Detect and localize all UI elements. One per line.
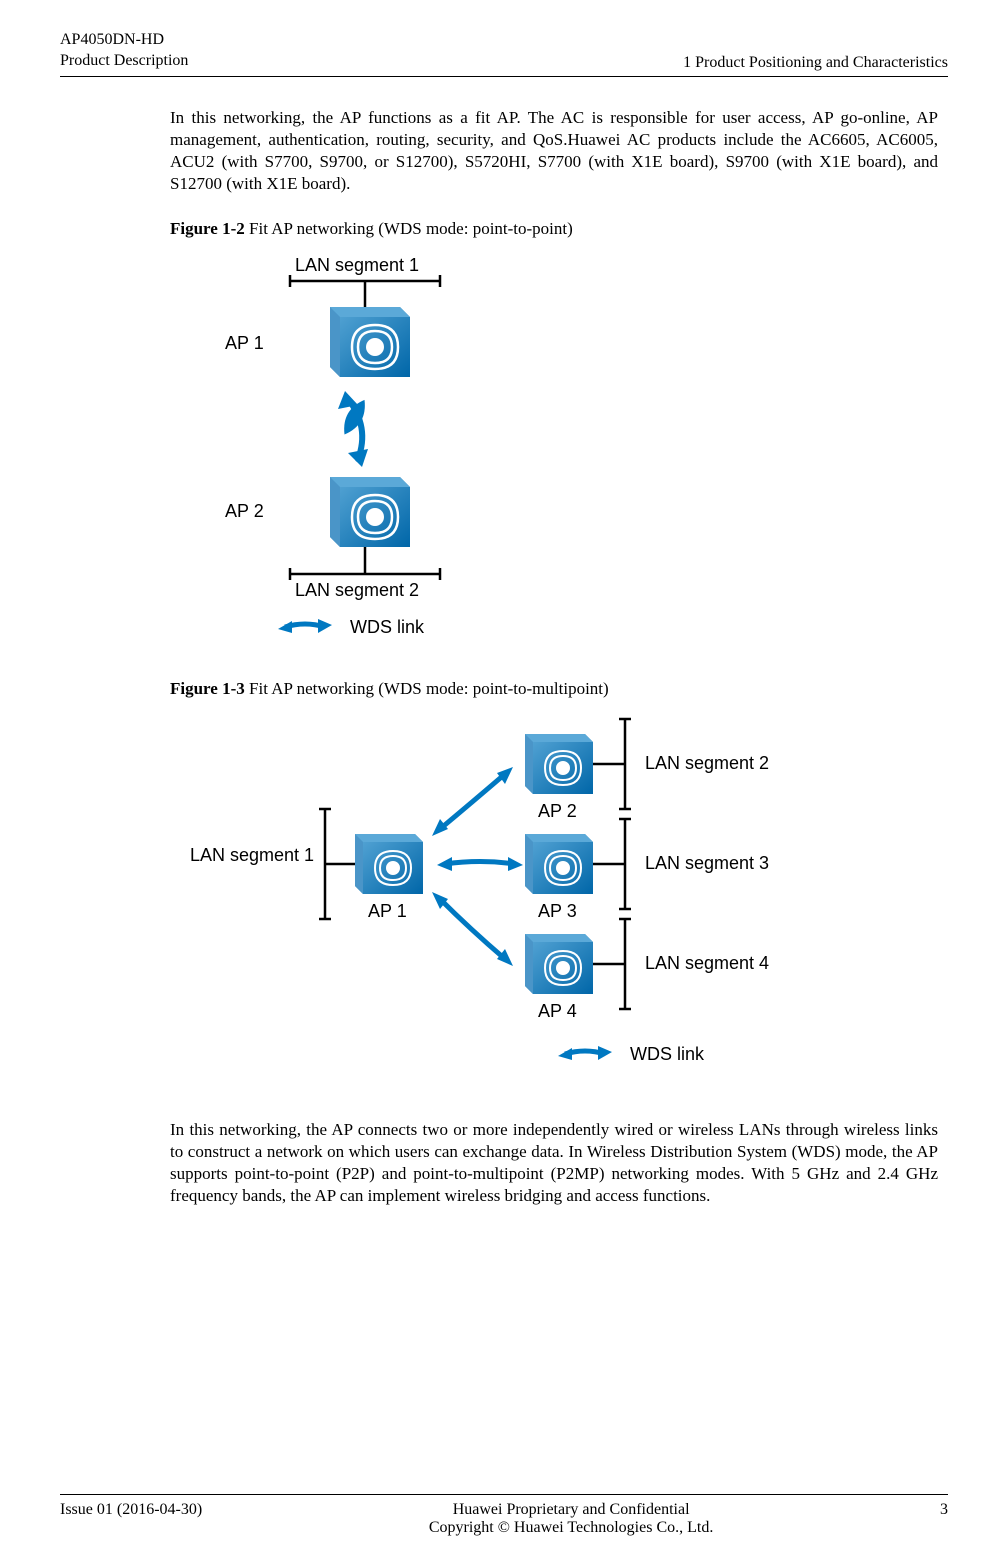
doc-type: Product Description (60, 51, 188, 72)
ap3-text: AP 3 (538, 901, 577, 921)
wds-arrow-to-ap2 (432, 767, 513, 836)
ap3-icon (525, 834, 593, 894)
lan4-text: LAN segment 4 (645, 953, 769, 973)
page-header: AP4050DN-HD Product Description 1 Produc… (60, 30, 948, 77)
ap1-text: AP 1 (225, 333, 264, 353)
footer-center: Huawei Proprietary and Confidential Copy… (429, 1501, 713, 1537)
ap2-text-b: AP 2 (538, 801, 577, 821)
paragraph-2: In this networking, the AP connects two … (170, 1119, 938, 1207)
wds-arrow-to-ap4 (432, 892, 513, 966)
ap2-text: AP 2 (225, 501, 264, 521)
lan1-text: LAN segment 1 (295, 255, 419, 275)
ap4-text: AP 4 (538, 1001, 577, 1021)
body-content: In this networking, the AP functions as … (170, 107, 938, 1208)
ap1-icon (330, 307, 410, 377)
wds-legend-text-b: WDS link (630, 1044, 705, 1064)
lan3-text: LAN segment 3 (645, 853, 769, 873)
lan2-text: LAN segment 2 (295, 580, 419, 600)
figure-1-3-label: Figure 1-3 (170, 679, 245, 698)
figure-1-2-caption: Figure 1-2 Fit AP networking (WDS mode: … (170, 219, 938, 239)
wds-legend: WDS link (278, 617, 425, 637)
ap1-icon-b (355, 834, 423, 894)
footer-page-number: 3 (940, 1501, 948, 1519)
figure-1-3-caption: Figure 1-3 Fit AP networking (WDS mode: … (170, 679, 938, 699)
ap2-icon-b (525, 734, 593, 794)
product-model: AP4050DN-HD (60, 30, 188, 51)
footer-copyright: Copyright © Huawei Technologies Co., Ltd… (429, 1519, 713, 1537)
figure-1-3: LAN segment 1 AP 1 (170, 709, 938, 1079)
wds-arrow-to-ap3 (437, 857, 523, 871)
lan1-text-b: LAN segment 1 (190, 845, 314, 865)
figure-1-2-label: Figure 1-2 (170, 219, 245, 238)
ap2-icon (330, 477, 410, 547)
page-footer: Issue 01 (2016-04-30) Huawei Proprietary… (60, 1494, 948, 1537)
figure-1-2-text: Fit AP networking (WDS mode: point-to-po… (245, 219, 573, 238)
lan2-text-b: LAN segment 2 (645, 753, 769, 773)
header-left: AP4050DN-HD Product Description (60, 30, 188, 72)
ap4-icon (525, 934, 593, 994)
footer-proprietary: Huawei Proprietary and Confidential (429, 1501, 713, 1519)
ap1-text-b: AP 1 (368, 901, 407, 921)
figure-1-2: LAN segment 1 AP 1 (170, 249, 938, 639)
wds-legend-text: WDS link (350, 617, 425, 637)
wds-legend-b: WDS link (558, 1044, 705, 1064)
section-title: 1 Product Positioning and Characteristic… (683, 54, 948, 72)
paragraph-1: In this networking, the AP functions as … (170, 107, 938, 195)
footer-issue: Issue 01 (2016-04-30) (60, 1501, 202, 1519)
figure-1-3-text: Fit AP networking (WDS mode: point-to-mu… (245, 679, 609, 698)
